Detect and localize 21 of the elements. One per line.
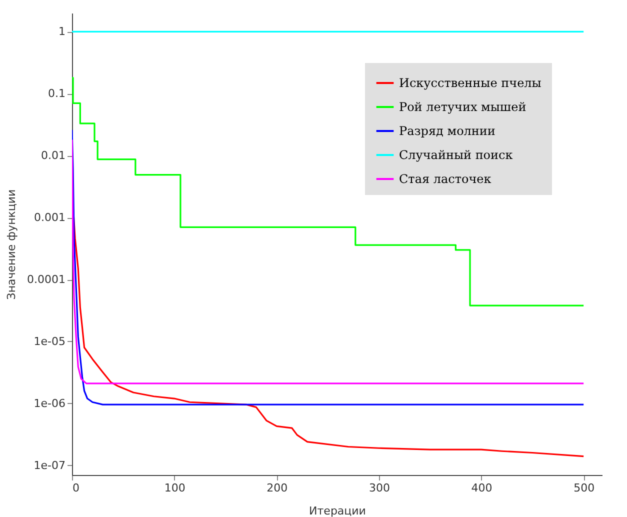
y-tick-label: 0.001 xyxy=(34,211,66,224)
x-tick-label: 400 xyxy=(471,482,492,494)
y-tick-label: 1e-05 xyxy=(34,334,66,348)
y-tick-label: 0.1 xyxy=(48,87,66,100)
y-tick-label: 0.01 xyxy=(41,149,66,162)
legend-label: Рой летучих мышей xyxy=(399,100,526,114)
legend-label: Случайный поиск xyxy=(399,148,514,162)
x-tick-label: 100 xyxy=(164,482,186,494)
legend-label: Стая ласточек xyxy=(399,172,492,186)
legend-label: Искусственные пчелы xyxy=(399,76,542,90)
y-tick-label: 1 xyxy=(58,25,66,38)
x-tick-label: 0 xyxy=(72,482,80,494)
x-tick-label: 200 xyxy=(266,482,288,494)
legend-label: Разряд молнии xyxy=(399,124,496,138)
y-axis-title: Значение функции xyxy=(5,189,18,300)
y-tick-label: 1e-06 xyxy=(34,396,66,410)
x-tick-label: 300 xyxy=(368,482,390,494)
y-tick-label: 1e-07 xyxy=(34,458,66,472)
x-axis-title: Итерации xyxy=(309,504,366,517)
y-tick-label: 0.0001 xyxy=(27,273,66,286)
x-tick-label: 500 xyxy=(574,482,595,494)
